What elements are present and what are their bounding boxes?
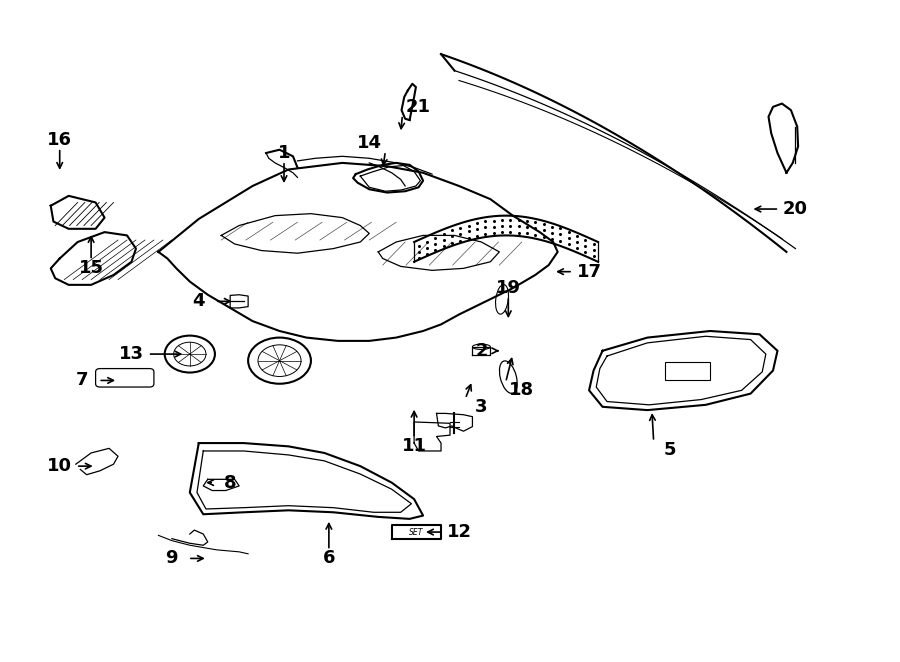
Text: 12: 12: [446, 523, 472, 541]
Text: 20: 20: [783, 200, 808, 218]
Text: 10: 10: [47, 457, 72, 475]
Text: 21: 21: [406, 98, 431, 116]
Text: 1: 1: [278, 144, 291, 162]
Text: 13: 13: [119, 345, 144, 363]
Text: 15: 15: [78, 260, 104, 277]
Text: 4: 4: [193, 293, 205, 310]
Text: 16: 16: [47, 131, 72, 149]
Text: 2: 2: [475, 342, 488, 359]
Text: 7: 7: [76, 371, 88, 389]
Text: 14: 14: [356, 134, 382, 152]
Bar: [665, 362, 710, 381]
Text: 9: 9: [166, 549, 178, 567]
Text: 3: 3: [475, 398, 488, 416]
Text: 19: 19: [496, 279, 521, 297]
Text: 5: 5: [663, 441, 676, 459]
Text: 11: 11: [401, 438, 427, 455]
Text: 6: 6: [322, 549, 335, 567]
Text: 17: 17: [577, 263, 601, 281]
Text: 18: 18: [509, 381, 535, 399]
Text: 8: 8: [224, 473, 237, 492]
Text: SET: SET: [409, 528, 423, 537]
